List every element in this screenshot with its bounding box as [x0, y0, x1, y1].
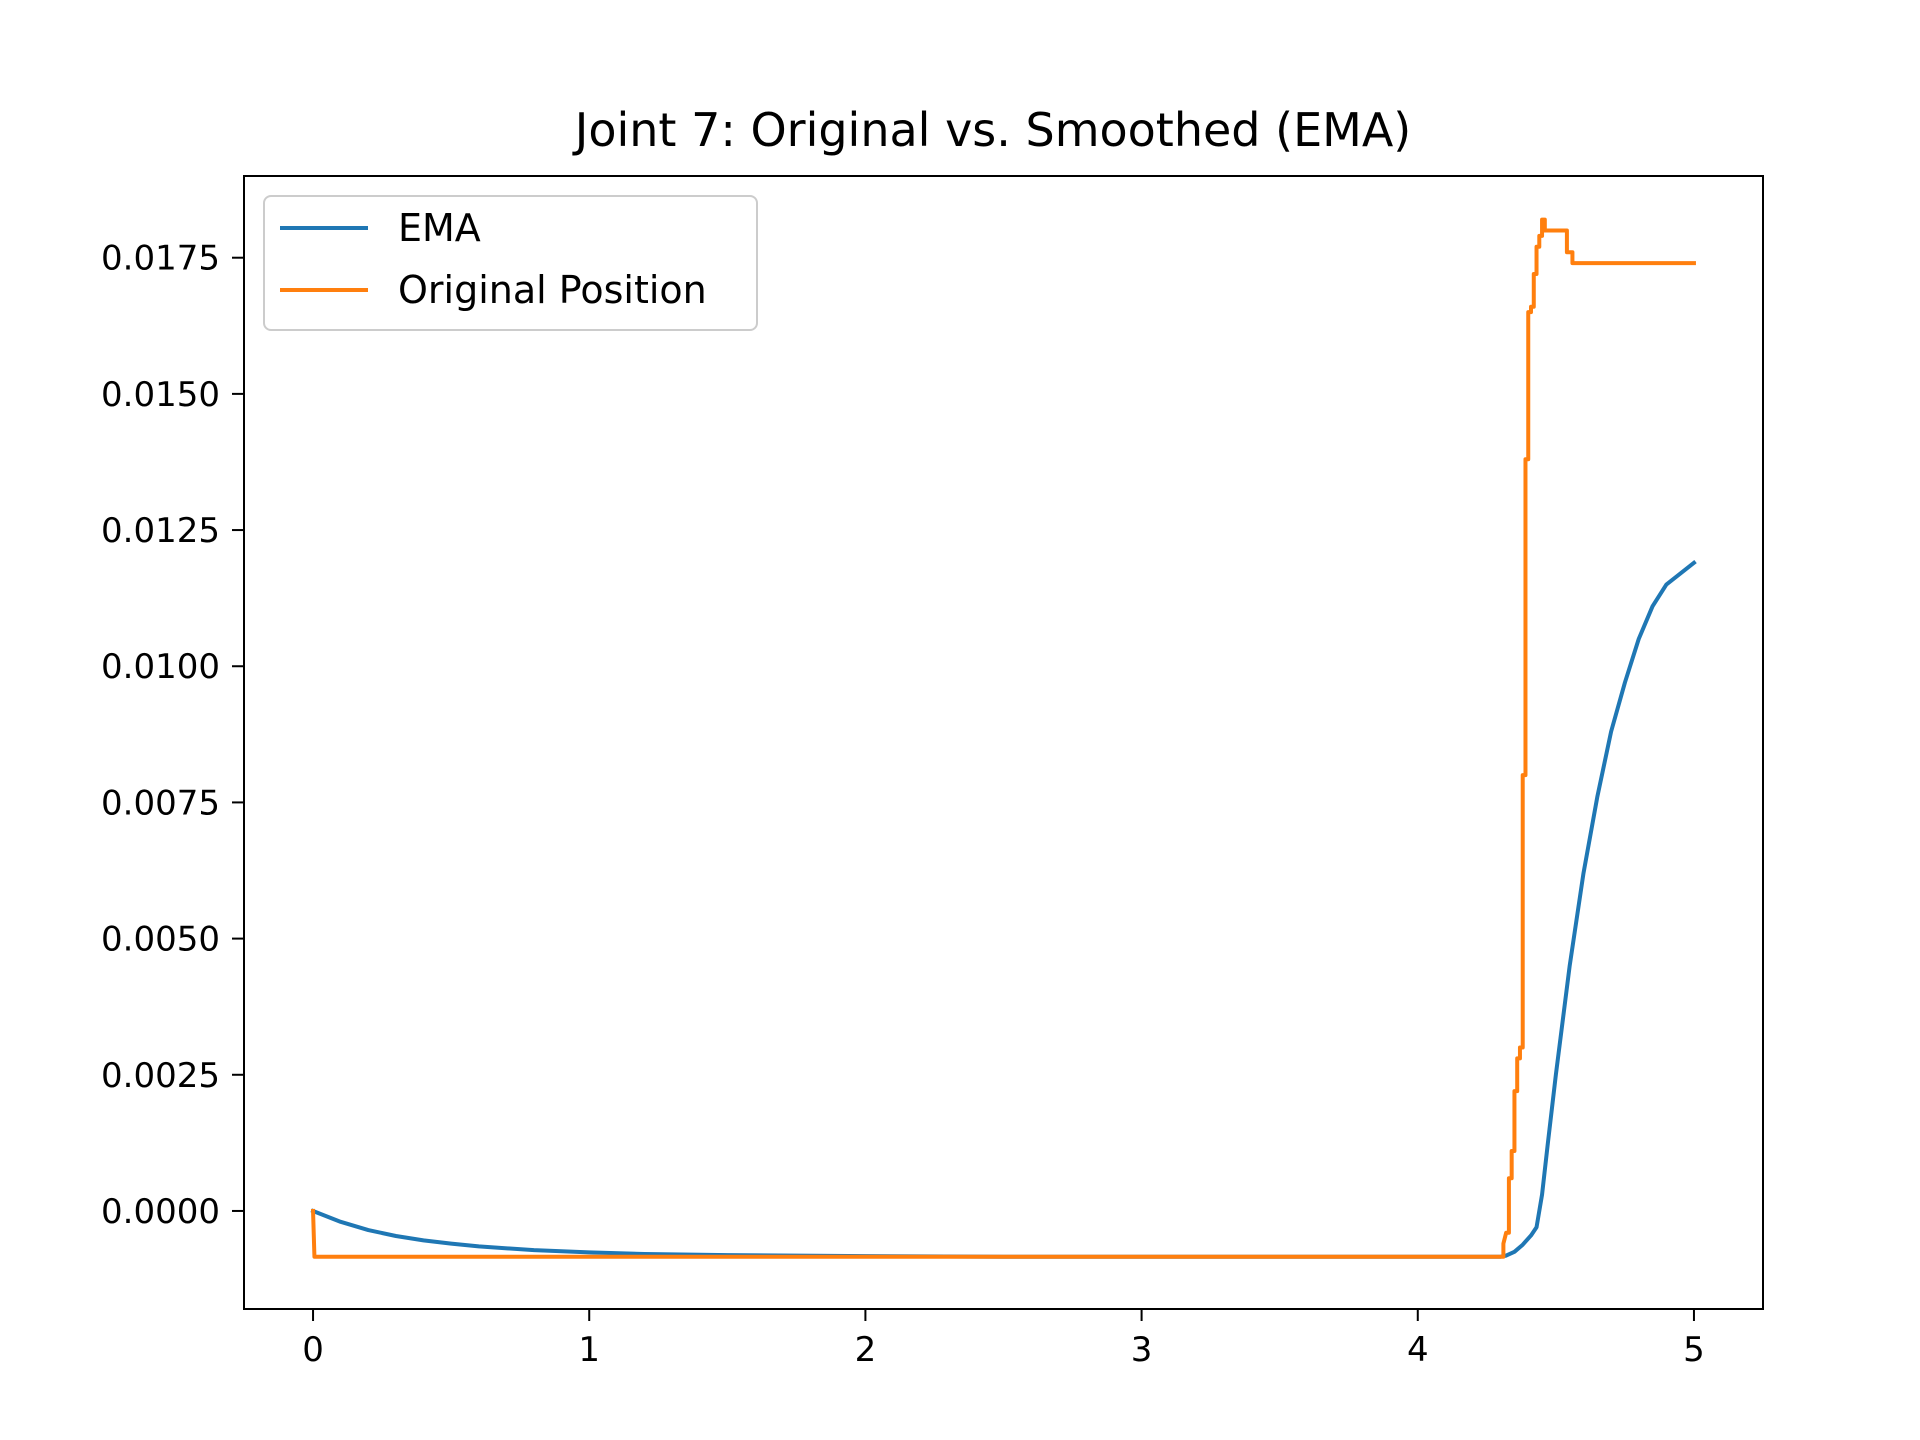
chart-title: Joint 7: Original vs. Smoothed (EMA) — [572, 103, 1411, 157]
legend: EMA Original Position — [263, 195, 758, 331]
y-tick-label: 0.0175 — [101, 239, 220, 279]
series-line-ema — [310, 559, 1697, 1259]
series-line-original-position — [310, 217, 1696, 1259]
x-tick-label: 1 — [578, 1330, 600, 1370]
y-tick-label: 0.0100 — [101, 647, 220, 687]
y-tick-label: 0.0075 — [101, 783, 220, 823]
legend-box — [263, 195, 758, 331]
series-layer — [310, 217, 1697, 1259]
plot-frame — [243, 175, 1764, 1310]
legend-label-original-position: Original Position — [398, 268, 707, 312]
y-tick-label: 0.0125 — [101, 511, 220, 551]
x-tick-label: 5 — [1683, 1330, 1705, 1370]
x-tick-label: 2 — [855, 1330, 877, 1370]
y-tick-label: 0.0150 — [101, 375, 220, 415]
legend-label-ema: EMA — [398, 206, 481, 250]
x-tick-label: 3 — [1131, 1330, 1153, 1370]
y-tick-label: 0.0025 — [101, 1056, 220, 1096]
y-tick-label: 0.0000 — [101, 1192, 220, 1232]
x-tick-label: 0 — [302, 1330, 324, 1370]
x-tick-label: 4 — [1407, 1330, 1429, 1370]
axes-layer: 0 1 2 3 4 5 0.0000 0.0025 0.0050 0.0075 0.0100 0.01… — [101, 175, 1764, 1370]
y-tick-label: 0.0050 — [101, 920, 220, 960]
